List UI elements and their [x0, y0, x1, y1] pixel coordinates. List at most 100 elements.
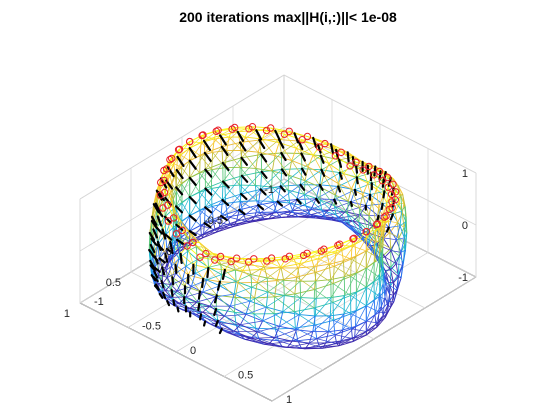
- mesh-edge-220: [354, 189, 371, 196]
- boundary-marker-0: [196, 253, 204, 261]
- mesh-edge-1559: [202, 285, 220, 293]
- mesh-edge-305: [254, 212, 274, 217]
- boundary-marker-20: [352, 158, 360, 167]
- mesh-edge-1389: [162, 275, 168, 278]
- vector-arrow-65: [188, 176, 197, 186]
- mesh-edge-1855: [214, 138, 227, 151]
- mesh-edge-648: [339, 237, 355, 245]
- boundary-marker-41: [216, 252, 225, 261]
- mesh-edge-1345: [384, 305, 389, 318]
- mesh-edge-1854: [226, 137, 230, 151]
- mesh-edge-1270: [393, 276, 399, 284]
- mesh-edge-1190: [397, 265, 403, 277]
- mesh-edge-1089: [255, 327, 279, 342]
- mesh-edge-1337: [338, 336, 355, 347]
- mesh-edge-1263: [377, 317, 386, 324]
- mesh-edge-953: [401, 206, 406, 212]
- mesh-edge-823: [165, 156, 178, 181]
- mesh-edge-1378: [200, 234, 203, 239]
- mesh-edge-106: [240, 139, 260, 143]
- mesh-edge-1455: [213, 220, 231, 226]
- vector-arrow-117: [164, 233, 173, 241]
- mesh-edge-1640: [220, 264, 223, 275]
- mesh-edge-82: [219, 281, 239, 284]
- mesh-edge-360: [209, 305, 225, 317]
- mesh-edge-1689: [255, 168, 272, 188]
- mesh-edge-1087: [236, 325, 260, 340]
- mesh-edge-1227: [158, 258, 160, 276]
- mesh-edge-1792: [176, 214, 181, 228]
- mesh-edge-1174: [316, 338, 320, 347]
- mesh-edge-822: [176, 156, 178, 171]
- mesh-edge-1054: [240, 175, 243, 195]
- mesh-edge-776: [333, 252, 337, 267]
- mesh-edge-1213: [236, 204, 259, 222]
- mesh-edge-1405: [240, 320, 263, 326]
- vector-arrow-66: [175, 186, 184, 196]
- mesh-edge-1786: [171, 183, 174, 200]
- mesh-edge-1033: [399, 221, 407, 227]
- mesh-edge-1919: [349, 165, 357, 178]
- mesh-edge-1651: [300, 280, 317, 298]
- mesh-edge-1756: [359, 194, 364, 209]
- mesh-edge-1819: [355, 238, 367, 257]
- mesh-edge-1743: [373, 238, 381, 263]
- vector-arrow-144: [153, 266, 161, 273]
- mesh-edge-1505: [380, 283, 384, 307]
- boundary-marker-72: [168, 154, 176, 163]
- mesh-edge-1502: [373, 299, 376, 315]
- boundary-marker-59: [359, 166, 367, 174]
- mesh-edge-1959: [199, 242, 207, 254]
- mesh-edge-260: [350, 201, 366, 207]
- mesh-edge-296: [390, 250, 397, 264]
- mesh-edge-409: [355, 320, 367, 327]
- mesh-edge-1091: [275, 328, 298, 342]
- mesh-edge-1872: [172, 206, 178, 216]
- mesh-edge-1583: [373, 274, 380, 300]
- vector-arrow-94: [150, 237, 158, 246]
- mesh-edge-1634: [185, 251, 189, 267]
- mesh-edge-1139: [189, 207, 206, 232]
- mesh-edge-94: [401, 203, 405, 214]
- mesh-edge-1046: [319, 169, 322, 185]
- mesh-edge-1604: [303, 194, 307, 207]
- mesh-edge-1679: [334, 194, 348, 214]
- mesh-edge-925: [216, 295, 235, 313]
- mesh-edge-1841: [328, 163, 339, 184]
- mesh-edge-1739: [355, 250, 367, 274]
- mesh-edge-1683: [304, 180, 321, 200]
- mesh-edge-1864: [173, 163, 176, 176]
- grid-line-floor-y-4: [271, 276, 477, 402]
- mesh-edge-1866: [169, 173, 173, 184]
- mesh-edge-1657: [344, 272, 357, 296]
- vector-arrow-137: [238, 208, 246, 215]
- mesh-edge-1901: [366, 224, 377, 239]
- mesh-edge-863: [379, 241, 391, 249]
- mesh-edge-893: [241, 139, 260, 159]
- mesh-edge-1731: [299, 266, 315, 282]
- mesh-edge-1534: [225, 203, 229, 217]
- boundary-marker-18: [375, 167, 384, 176]
- mesh-edge-1059: [189, 188, 206, 216]
- boundary-marker-71: [175, 145, 184, 154]
- mesh-edge-1897: [341, 238, 355, 250]
- mesh-edge-727: [294, 133, 308, 137]
- mesh-edge-1595: [358, 222, 371, 245]
- boundary-marker-58: [370, 171, 378, 179]
- mesh-edge-527: [330, 276, 345, 281]
- mesh-edge-1603: [304, 194, 322, 211]
- mesh-edge-845: [219, 281, 236, 298]
- vector-arrow-58: [319, 154, 325, 164]
- mesh-edge-781: [366, 237, 380, 243]
- boundary-marker-28: [214, 126, 222, 134]
- mesh-edge-1515: [360, 233, 374, 254]
- mesh-edge-1930: [261, 130, 267, 140]
- mesh-edge-560: [217, 256, 233, 262]
- mesh-edge-428: [200, 220, 214, 226]
- mesh-edge-1612: [239, 185, 242, 202]
- mesh-edge-1404: [240, 314, 247, 325]
- mesh-edge-1920: [343, 165, 351, 174]
- mesh-edge-59: [362, 161, 376, 167]
- mesh-edge-297: [382, 237, 392, 251]
- mesh-edge-145: [261, 152, 282, 155]
